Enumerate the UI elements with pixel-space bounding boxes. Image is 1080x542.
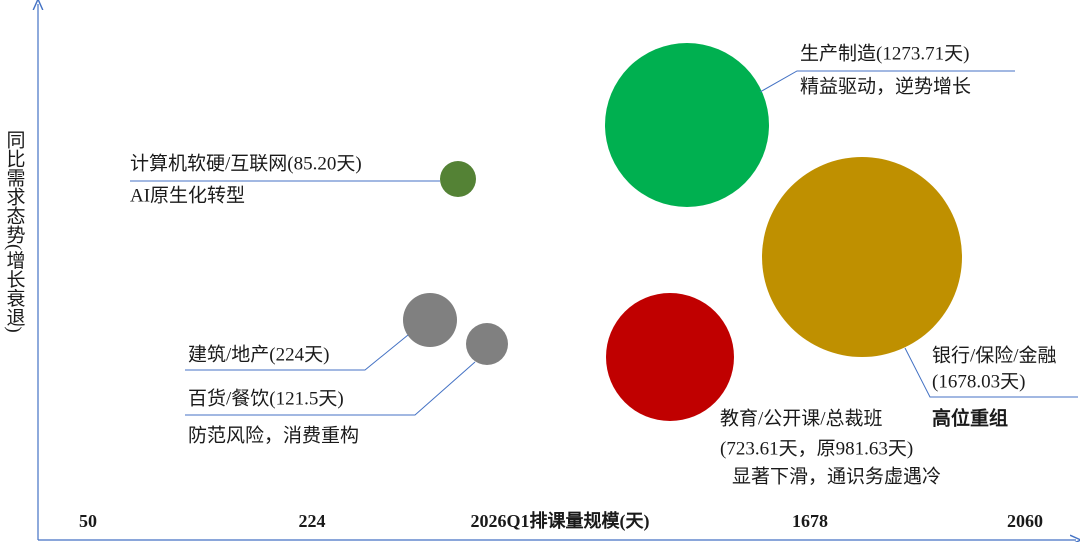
bubble <box>466 323 508 365</box>
leader-line <box>759 70 1015 93</box>
bubble-label: 防范风险，消费重构 <box>188 424 359 446</box>
y-axis-label: 同比需求态势(增长衰退) <box>4 130 26 333</box>
bubble <box>762 157 962 357</box>
bubble-label: 显著下滑，通识务虚遇冷 <box>732 465 941 487</box>
bubble-label: 建筑/地产(224天) <box>188 343 329 365</box>
bubble <box>440 161 476 197</box>
x-tick-label: 2060 <box>1007 511 1043 531</box>
bubble-label: 精益驱动，逆势增长 <box>800 75 971 97</box>
x-tick-label: 50 <box>79 511 97 531</box>
bubble-label: 计算机软硬/互联网(85.20天) <box>130 152 362 174</box>
leader-line <box>904 347 1078 398</box>
leader-line <box>185 361 476 416</box>
x-tick-label: 224 <box>299 511 326 531</box>
x-axis-label: 2026Q1排课量规模(天) <box>471 510 650 532</box>
bubble <box>605 43 769 207</box>
bubble-label: AI原生化转型 <box>130 184 245 206</box>
bubble-label: 银行/保险/金融 <box>932 344 1057 366</box>
bubble-label: 教育/公开课/总裁班 <box>720 407 883 429</box>
bubble <box>606 293 734 421</box>
bubble-label: (723.61天，原981.63天) <box>720 438 913 459</box>
x-tick-label: 1678 <box>792 511 828 531</box>
bubble-label: (1678.03天) <box>932 371 1025 392</box>
bubble-label: 百货/餐饮(121.5天) <box>188 387 344 409</box>
bubble <box>403 293 457 347</box>
bubble-label: 高位重组 <box>932 406 1008 429</box>
bubble-label: 生产制造(1273.71天) <box>800 42 969 64</box>
leader-line <box>185 334 409 371</box>
